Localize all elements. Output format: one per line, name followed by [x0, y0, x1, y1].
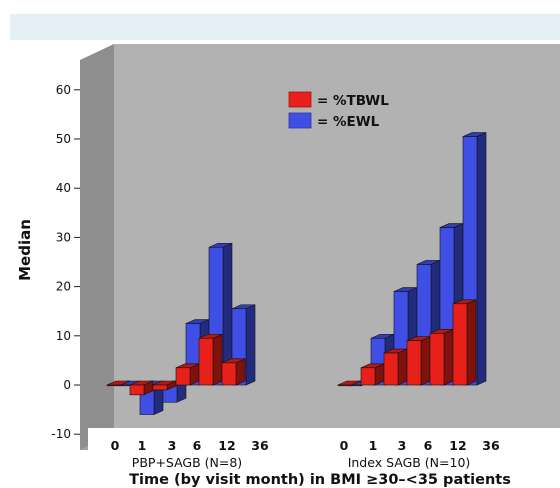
- bar-front: [360, 367, 376, 386]
- bar-tbwl: [429, 328, 454, 386]
- y-axis: -10 0 10 20 30 40 50 60: [51, 83, 80, 441]
- x-tick-label: 6: [424, 438, 433, 453]
- legend-label: = %EWL: [317, 114, 380, 130]
- y-tick-label: 50: [56, 132, 71, 146]
- bar-side: [443, 328, 454, 386]
- bar-front: [175, 367, 191, 386]
- bar-front: [198, 337, 214, 386]
- legend-swatch: [288, 112, 312, 129]
- x-axis-title: Time (by visit month) in BMI ≥30–<35 pat…: [129, 472, 511, 488]
- x-tick-label: 1: [369, 438, 378, 453]
- bar-side: [397, 348, 408, 386]
- bar-side: [420, 336, 431, 386]
- bar-side: [476, 132, 487, 386]
- y-tick-label: 20: [56, 280, 71, 294]
- x-tick-label: 6: [193, 438, 202, 453]
- bar-side: [212, 333, 223, 386]
- bar-group: [106, 242, 256, 415]
- category-label-panel: [88, 428, 560, 488]
- bar-tbwl: [406, 336, 431, 386]
- bar-front: [429, 333, 445, 386]
- legend-label: = %TBWL: [317, 93, 389, 109]
- x-tick-label: 1: [138, 438, 147, 453]
- y-tick-label: 0: [63, 378, 71, 392]
- bar-tbwl: [198, 333, 223, 386]
- group-label: PBP+SAGB (N=8): [132, 455, 242, 470]
- bar-tbwl: [221, 358, 246, 386]
- bar-front: [106, 384, 122, 387]
- left-wall: [80, 44, 114, 450]
- y-tick-label: -10: [51, 427, 71, 441]
- x-tick-label: 36: [482, 438, 500, 453]
- bar-side: [245, 304, 256, 386]
- bar-tbwl: [360, 363, 385, 386]
- bar-side: [466, 299, 477, 386]
- x-tick-label: 0: [340, 438, 349, 453]
- x-tick-label: 3: [168, 438, 177, 453]
- bar-front: [383, 352, 399, 386]
- legend-swatch: [288, 91, 312, 108]
- bar-front: [152, 384, 168, 391]
- bar-tbwl: [129, 380, 154, 396]
- bar-front: [406, 340, 422, 386]
- bar-tbwl: [383, 348, 408, 386]
- bar-front: [337, 384, 353, 387]
- bar-front: [129, 384, 145, 396]
- x-tick-label: 12: [449, 438, 466, 453]
- bar-tbwl: [152, 380, 177, 391]
- x-tick-label: 12: [218, 438, 235, 453]
- legend: = %TBWL = %EWL: [288, 91, 389, 130]
- bar-front: [221, 362, 237, 386]
- top-band: [10, 14, 560, 40]
- x-tick-label: 0: [111, 438, 120, 453]
- bar-tbwl: [106, 380, 131, 387]
- bar-tbwl: [175, 363, 200, 386]
- bar-tbwl: [452, 299, 477, 386]
- bar-front: [452, 303, 468, 386]
- bar-side: [235, 358, 246, 386]
- y-tick-label: 60: [56, 83, 71, 97]
- y-tick-label: 40: [56, 181, 71, 195]
- group-label: Index SAGB (N=10): [348, 455, 471, 470]
- x-tick-label: 36: [251, 438, 269, 453]
- bar-group: [337, 132, 487, 387]
- y-tick-label: 30: [56, 230, 71, 244]
- y-axis-title: Median: [16, 219, 34, 281]
- x-tick-label: 3: [398, 438, 407, 453]
- bars: [106, 132, 487, 415]
- y-tick-label: 10: [56, 329, 71, 343]
